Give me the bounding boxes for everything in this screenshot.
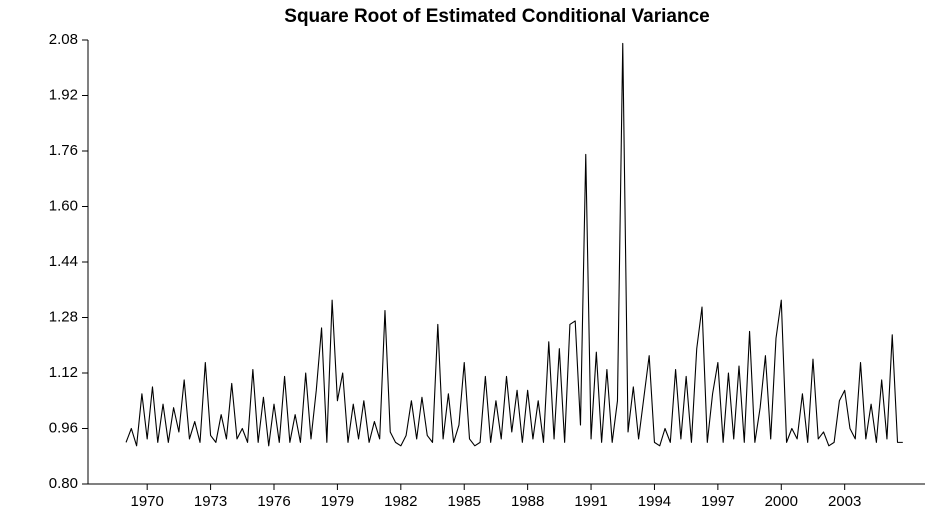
y-tick-label: 1.12 <box>49 364 78 381</box>
x-tick-label: 1988 <box>511 493 544 510</box>
y-tick-label: 0.80 <box>49 475 78 492</box>
y-tick-label: 1.28 <box>49 308 78 325</box>
x-tick-label: 1976 <box>257 493 290 510</box>
x-tick-label: 1991 <box>574 493 607 510</box>
y-tick-label: 1.92 <box>49 86 78 103</box>
x-tick-label: 1979 <box>321 493 354 510</box>
chart-title: Square Root of Estimated Conditional Var… <box>284 6 709 27</box>
x-tick-label: 1982 <box>384 493 417 510</box>
x-tick-label: 2000 <box>765 493 798 510</box>
y-tick-label: 0.96 <box>49 419 78 436</box>
series-line <box>125 42 903 447</box>
x-tick-label: 1994 <box>638 493 671 510</box>
x-tick-label: 1973 <box>194 493 227 510</box>
y-tick-label: 1.60 <box>49 197 78 214</box>
x-tick-label: 1997 <box>701 493 734 510</box>
y-tick-label: 2.08 <box>49 31 78 48</box>
y-tick-label: 1.44 <box>49 253 78 270</box>
x-tick-label: 1970 <box>130 493 163 510</box>
x-tick-label: 2003 <box>828 493 861 510</box>
x-tick-label: 1985 <box>448 493 481 510</box>
y-tick-label: 1.76 <box>49 142 78 159</box>
